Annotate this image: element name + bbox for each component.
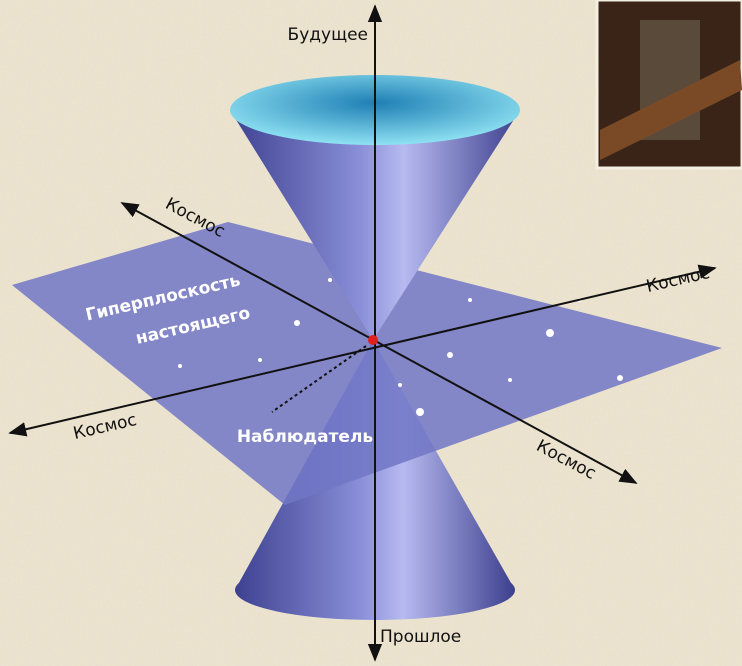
observer-label: Наблюдатель [237,427,373,447]
past-label: Прошлое [380,627,461,647]
observer-point [368,335,378,345]
photo [595,0,742,170]
space-axis [120,202,638,484]
future-label: Будущее [288,25,368,45]
observer-pointer [271,345,367,413]
